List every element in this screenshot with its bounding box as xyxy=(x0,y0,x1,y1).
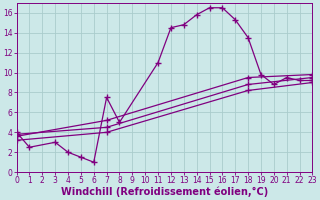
X-axis label: Windchill (Refroidissement éolien,°C): Windchill (Refroidissement éolien,°C) xyxy=(61,187,268,197)
